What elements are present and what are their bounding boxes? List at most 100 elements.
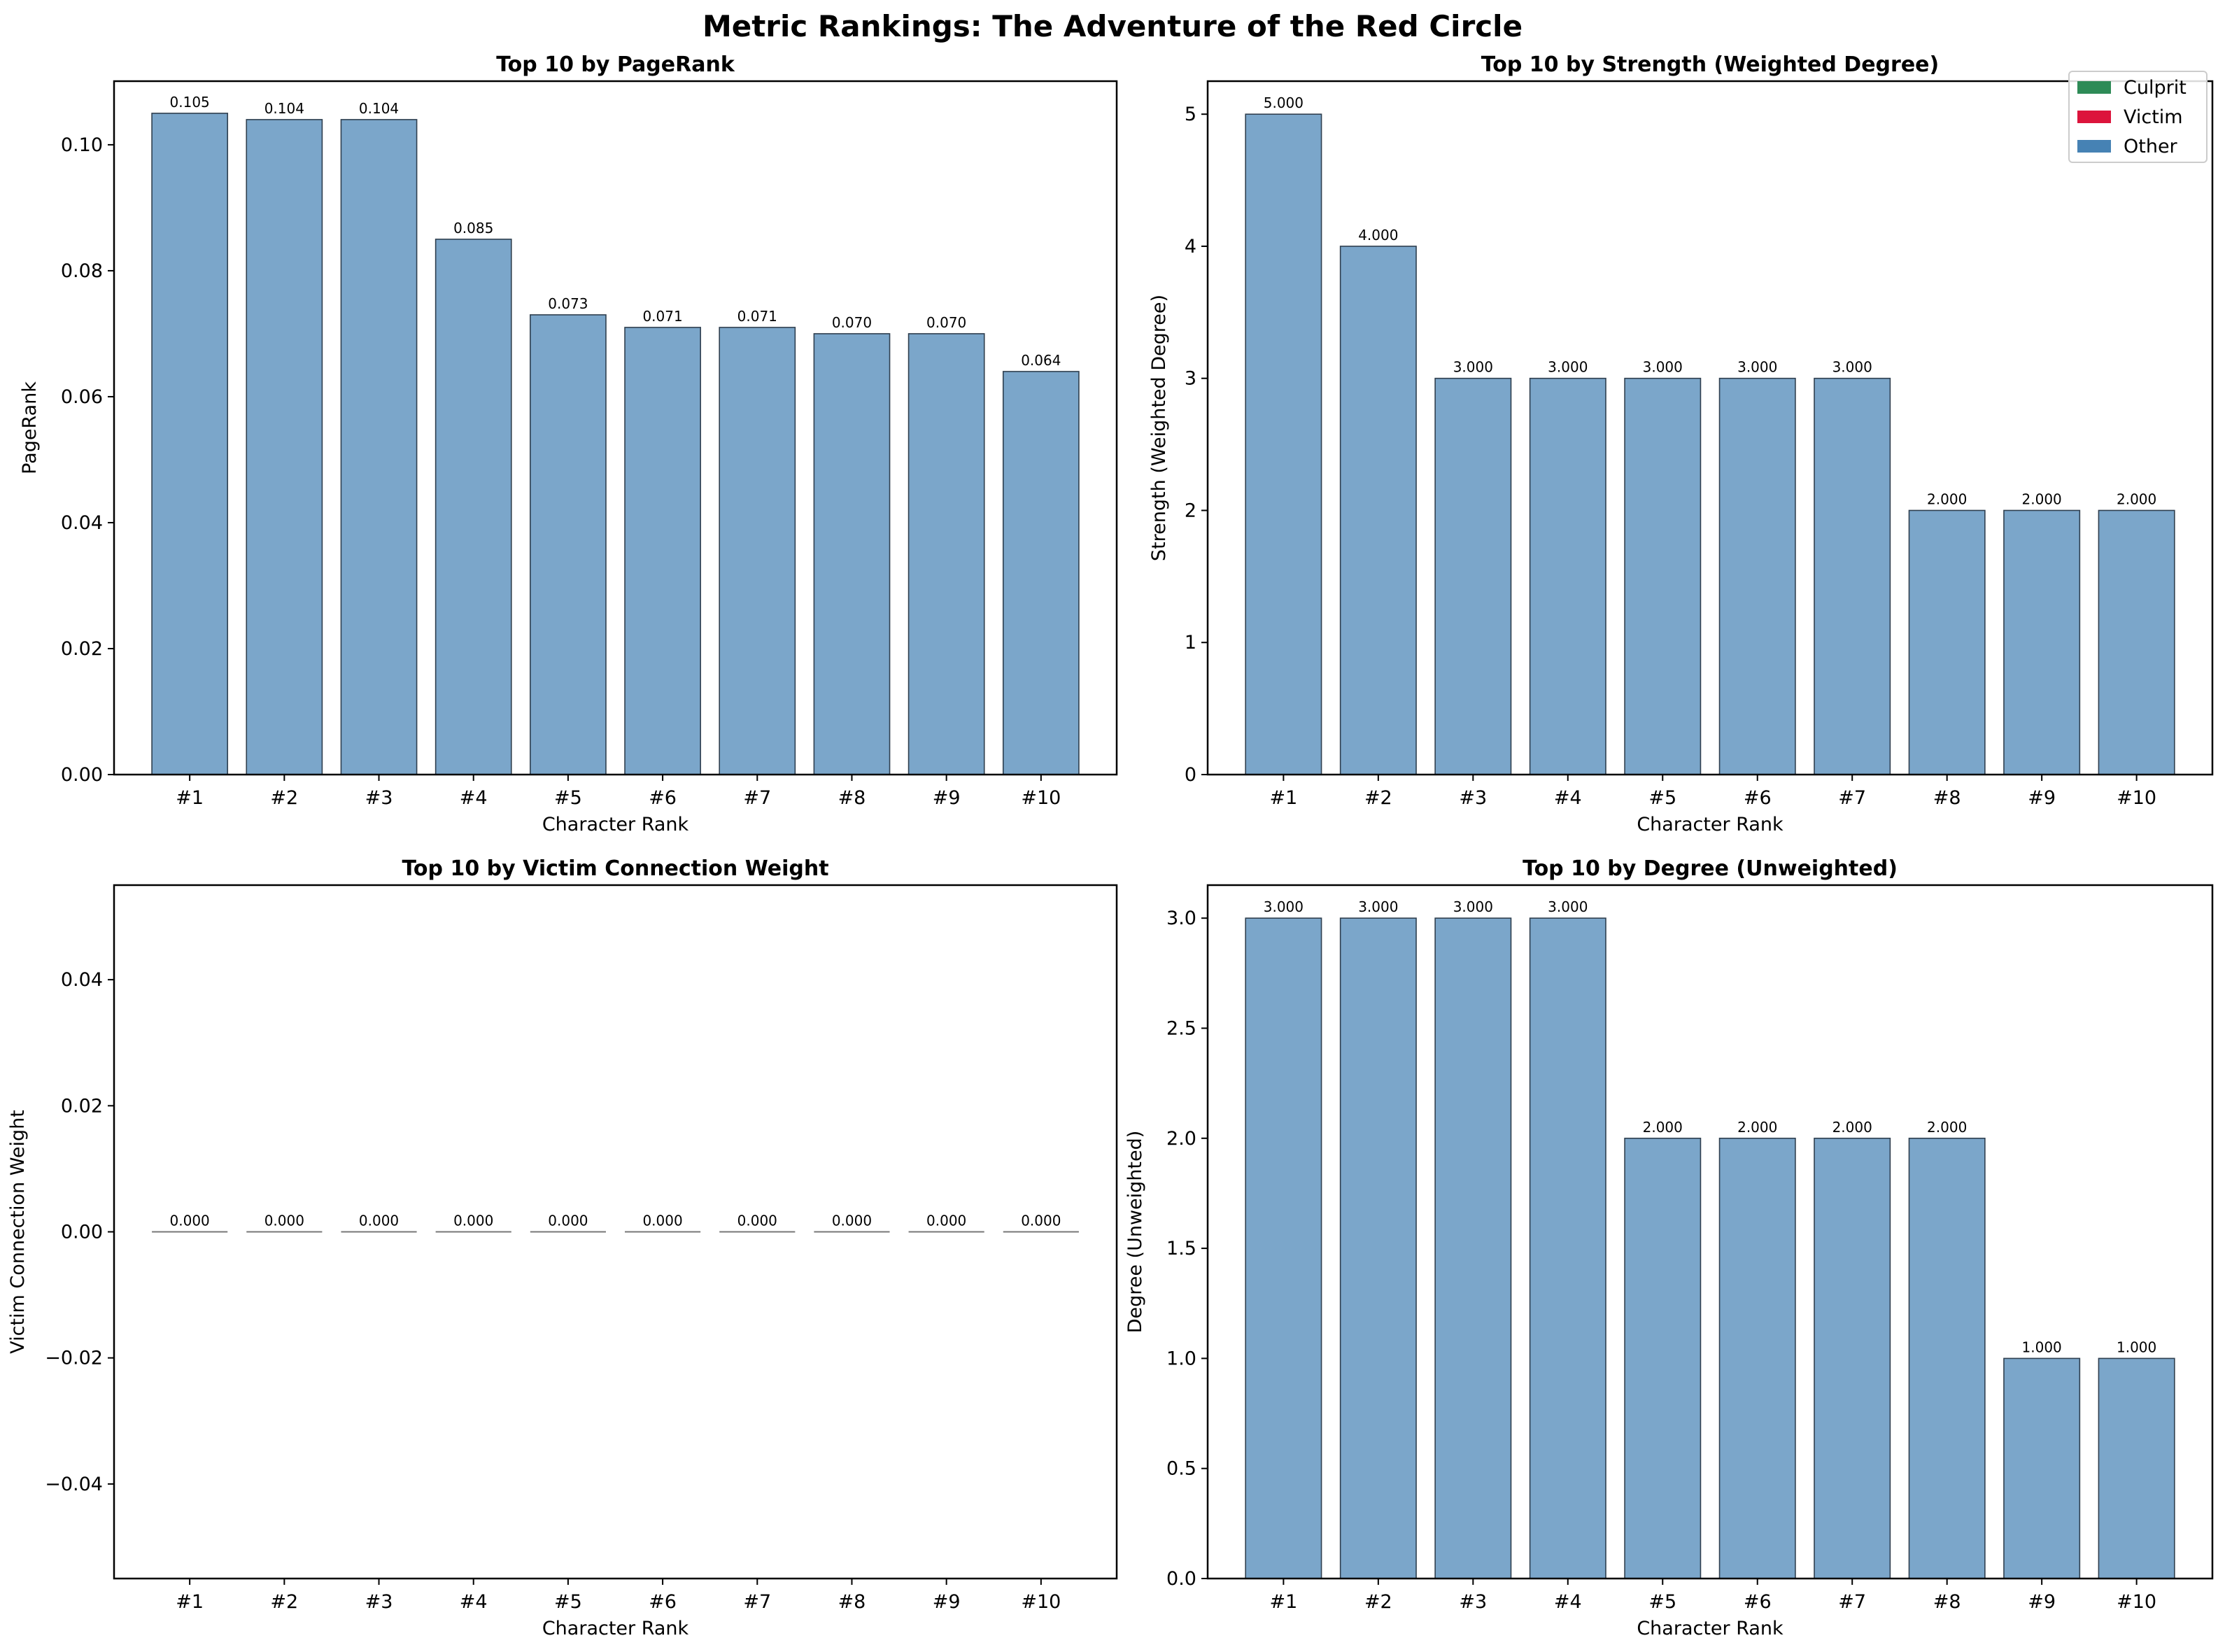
data-label: 2.000 bbox=[1643, 1119, 1683, 1136]
x-axis-label: Character Rank bbox=[542, 814, 689, 835]
data-label: 0.070 bbox=[832, 314, 872, 331]
x-tick-label: #6 bbox=[649, 1591, 677, 1613]
y-tick-label: 3.0 bbox=[1166, 908, 1196, 929]
x-axis-label: Character Rank bbox=[1637, 814, 1783, 835]
bar bbox=[1339, 246, 1417, 775]
data-label: 2.000 bbox=[2022, 490, 2062, 507]
y-tick-label: 0.06 bbox=[61, 386, 103, 408]
data-label: 2.000 bbox=[2117, 490, 2156, 507]
data-label: 0.000 bbox=[642, 1213, 682, 1229]
bar bbox=[1814, 1137, 1891, 1579]
x-tick-label: #5 bbox=[1648, 1591, 1676, 1613]
bar bbox=[530, 314, 607, 775]
data-label: 1.000 bbox=[2117, 1339, 2156, 1355]
data-label: 0.000 bbox=[453, 1213, 493, 1229]
x-tick-label: #1 bbox=[1269, 1591, 1297, 1613]
x-tick-label: #9 bbox=[933, 787, 961, 809]
data-label: 3.000 bbox=[1453, 359, 1493, 376]
y-tick-label: 1.0 bbox=[1166, 1348, 1196, 1369]
y-tick-label: 4 bbox=[1185, 236, 1196, 257]
bar bbox=[2098, 509, 2175, 775]
bar bbox=[624, 327, 701, 775]
y-tick-label: 3 bbox=[1185, 368, 1196, 390]
x-tick-label: #2 bbox=[270, 787, 298, 809]
axes-frame bbox=[113, 80, 1118, 776]
legend: Culprit Victim Other bbox=[2068, 71, 2208, 163]
x-tick-label: #7 bbox=[743, 787, 771, 809]
x-tick-label: #6 bbox=[1744, 787, 1772, 809]
x-tick-label: #10 bbox=[1021, 787, 1061, 809]
x-axis-label: Character Rank bbox=[542, 1618, 689, 1639]
x-tick-label: #8 bbox=[838, 1591, 866, 1613]
data-label: 2.000 bbox=[1832, 1119, 1872, 1136]
panel-1: 0.105 0.104 0.104 0.085 0.073 0.071 0.071 0.070… bbox=[19, 52, 1118, 835]
bar bbox=[435, 239, 512, 775]
x-tick-label: #6 bbox=[1744, 1591, 1772, 1613]
x-tick-label: #3 bbox=[1459, 1591, 1487, 1613]
x-tick-label: #4 bbox=[460, 1591, 488, 1613]
legend-swatch bbox=[2077, 140, 2111, 153]
y-tick-label: 0.00 bbox=[61, 764, 103, 786]
x-tick-label: #6 bbox=[649, 787, 677, 809]
data-label: 3.000 bbox=[1832, 359, 1872, 376]
x-tick-label: #1 bbox=[176, 1591, 204, 1613]
y-tick-label: 1 bbox=[1185, 632, 1196, 654]
data-label: 3.000 bbox=[1264, 898, 1304, 915]
x-tick-label: #10 bbox=[1021, 1591, 1061, 1613]
data-label: 0.070 bbox=[926, 314, 966, 331]
bar bbox=[1245, 113, 1322, 775]
bar bbox=[1529, 917, 1606, 1579]
y-tick-label: −0.02 bbox=[45, 1348, 103, 1369]
panel-2: 5.000 4.000 3.000 3.000 3.000 3.000 3.000 2.000… bbox=[1148, 52, 2214, 835]
x-tick-label: #2 bbox=[270, 1591, 298, 1613]
x-tick-label: #8 bbox=[1933, 1591, 1961, 1613]
y-tick-label: 0.5 bbox=[1166, 1458, 1196, 1480]
x-tick-label: #2 bbox=[1364, 787, 1392, 809]
data-label: 0.104 bbox=[359, 100, 399, 117]
data-label: 0.104 bbox=[264, 100, 304, 117]
x-tick-label: #1 bbox=[1269, 787, 1297, 809]
bar bbox=[1002, 371, 1080, 775]
bar bbox=[1434, 917, 1512, 1579]
y-axis-label: Degree (Unweighted) bbox=[1124, 1131, 1146, 1334]
y-tick-label: 0.04 bbox=[61, 512, 103, 534]
y-tick-label: 0.02 bbox=[61, 1095, 103, 1117]
x-tick-label: #10 bbox=[2117, 787, 2156, 809]
y-tick-label: 0.02 bbox=[61, 638, 103, 660]
bar bbox=[246, 119, 323, 775]
data-label: 3.000 bbox=[1358, 898, 1398, 915]
bar bbox=[1529, 377, 1606, 775]
axes-frame bbox=[1206, 884, 2214, 1580]
y-axis-label: Victim Connection Weight bbox=[7, 1110, 29, 1354]
data-label: 3.000 bbox=[1548, 898, 1588, 915]
x-tick-label: #5 bbox=[1648, 787, 1676, 809]
legend-label: Other bbox=[2124, 136, 2178, 157]
x-tick-label: #9 bbox=[2028, 787, 2056, 809]
axes-frame bbox=[1206, 80, 2214, 776]
data-label: 0.000 bbox=[926, 1213, 966, 1229]
bar bbox=[2003, 1357, 2081, 1579]
panel-3: 0.000 0.000 0.000 0.000 0.000 0.000 0.000 0.000… bbox=[7, 856, 1118, 1639]
panel-title: Top 10 by Victim Connection Weight bbox=[402, 856, 828, 881]
x-tick-label: #4 bbox=[1554, 787, 1582, 809]
x-tick-label: #8 bbox=[838, 787, 866, 809]
data-label: 2.000 bbox=[1927, 1119, 1967, 1136]
x-tick-label: #7 bbox=[743, 1591, 771, 1613]
x-tick-label: #9 bbox=[2028, 1591, 2056, 1613]
y-tick-label: 0.00 bbox=[61, 1222, 103, 1243]
data-label: 0.000 bbox=[832, 1213, 872, 1229]
data-label: 1.000 bbox=[2022, 1339, 2062, 1355]
y-tick-label: 5 bbox=[1185, 104, 1196, 125]
bar bbox=[1624, 1137, 1702, 1579]
x-tick-label: #2 bbox=[1364, 1591, 1392, 1613]
data-label: 3.000 bbox=[1548, 359, 1588, 376]
x-tick-label: #9 bbox=[933, 1591, 961, 1613]
panel-4: 3.000 3.000 3.000 3.000 2.000 2.000 2.000 2.000… bbox=[1124, 856, 2214, 1639]
bar bbox=[1908, 1137, 1986, 1579]
x-tick-label: #5 bbox=[554, 1591, 582, 1613]
bar bbox=[1908, 509, 1986, 775]
data-label: 0.073 bbox=[548, 295, 588, 312]
data-label: 0.000 bbox=[1021, 1213, 1061, 1229]
